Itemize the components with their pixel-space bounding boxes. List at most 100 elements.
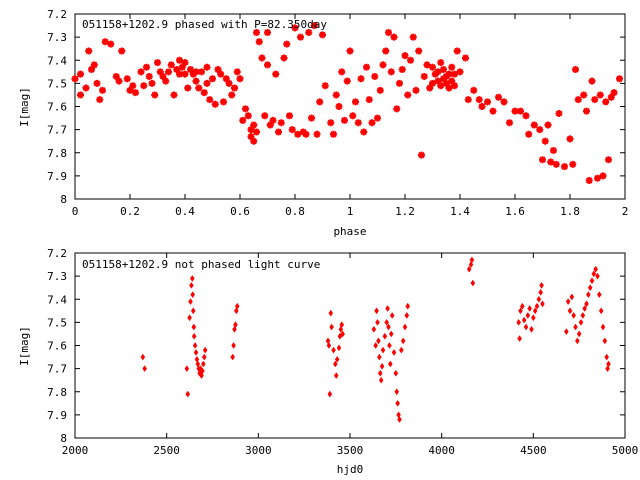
data-point (93, 79, 101, 87)
data-point (506, 119, 513, 127)
data-point (305, 29, 313, 36)
data-point (132, 89, 139, 97)
data-point (373, 342, 378, 349)
data-point (336, 344, 342, 352)
data-point (547, 158, 555, 166)
phased-light-curve-panel: 0 0.2 0.4 0.6 0.8 1 1.2 1.4 1.6 1.8 2 7.2 7.3 7.4 7.5 7… (18, 8, 628, 238)
data-point (475, 96, 483, 104)
data-point (552, 160, 560, 168)
data-point (561, 163, 568, 171)
data-point (203, 63, 211, 71)
data-point (407, 56, 414, 64)
x-tick-label: 1.8 (560, 205, 580, 218)
data-point (539, 281, 544, 289)
chart-title: 051158+1202.9 not phased light curve (82, 258, 320, 271)
data-point (397, 416, 402, 423)
data-point (200, 89, 208, 97)
data-point (176, 56, 183, 64)
data-point (191, 323, 197, 331)
data-point (464, 96, 472, 104)
data-point (112, 72, 120, 80)
data-point (571, 311, 576, 319)
data-point (239, 116, 247, 124)
data-point (181, 59, 189, 67)
data-point (167, 61, 175, 69)
data-point (71, 75, 79, 83)
data-point (398, 66, 406, 73)
data-point (405, 302, 411, 310)
x-tick-label: 2500 (153, 444, 180, 457)
data-point (462, 54, 469, 62)
data-point (187, 66, 194, 73)
data-point (616, 75, 623, 83)
data-point (586, 291, 591, 299)
data-point (143, 63, 150, 71)
data-point (291, 24, 299, 32)
data-point (140, 82, 148, 90)
data-point (365, 96, 373, 104)
data-point (190, 307, 196, 315)
y-tick-label: 7.2 (47, 8, 67, 21)
data-point (192, 77, 200, 85)
data-point (495, 93, 502, 101)
data-point (330, 130, 337, 138)
data-point (529, 325, 534, 333)
data-point (275, 128, 282, 136)
data-point (385, 305, 390, 312)
x-tick-label: 0.4 (175, 205, 195, 218)
data-point (379, 362, 385, 370)
data-point (393, 369, 399, 377)
data-point (576, 330, 582, 338)
data-point (319, 31, 326, 39)
data-point (123, 75, 131, 83)
data-point (380, 346, 386, 354)
data-point (385, 29, 392, 36)
data-point (434, 77, 442, 85)
data-point (85, 47, 93, 55)
data-point (321, 82, 329, 90)
data-point (190, 274, 195, 282)
data-point (588, 77, 596, 85)
data-point (382, 47, 390, 55)
data-point (409, 33, 417, 41)
data-point (580, 91, 588, 99)
data-point (602, 98, 610, 106)
data-point (580, 311, 586, 319)
data-point (178, 63, 186, 71)
y-tick-label: 7.3 (47, 270, 67, 283)
data-point (388, 330, 394, 338)
x-tick-label: 2 (622, 205, 629, 218)
data-point (357, 75, 365, 83)
data-point (173, 66, 181, 73)
data-point (258, 54, 266, 62)
data-point (500, 98, 508, 106)
data-point (99, 86, 106, 94)
x-tick-label: 4000 (428, 444, 455, 457)
data-point (569, 293, 575, 301)
data-point (187, 314, 192, 322)
data-point (591, 270, 597, 278)
data-point (386, 323, 391, 331)
data-point (379, 61, 387, 69)
data-point (572, 66, 579, 73)
data-point (228, 91, 236, 99)
data-point (440, 75, 447, 83)
data-point (574, 96, 582, 104)
data-point (600, 323, 606, 331)
data-point (198, 68, 205, 76)
data-point (286, 112, 293, 120)
data-point (310, 22, 318, 30)
data-point (522, 112, 530, 120)
data-point (349, 112, 357, 120)
data-point (209, 75, 216, 83)
data-point (595, 272, 600, 280)
data-point (233, 321, 238, 329)
y-tick-label: 7.3 (47, 31, 67, 44)
data-point (539, 156, 546, 164)
data-point (395, 399, 400, 407)
data-point (96, 96, 104, 104)
data-point (118, 47, 126, 55)
y-tick-label: 7.6 (47, 340, 67, 353)
y-tick-label: 7.4 (47, 54, 67, 67)
y-tick-label: 7.5 (47, 77, 67, 90)
